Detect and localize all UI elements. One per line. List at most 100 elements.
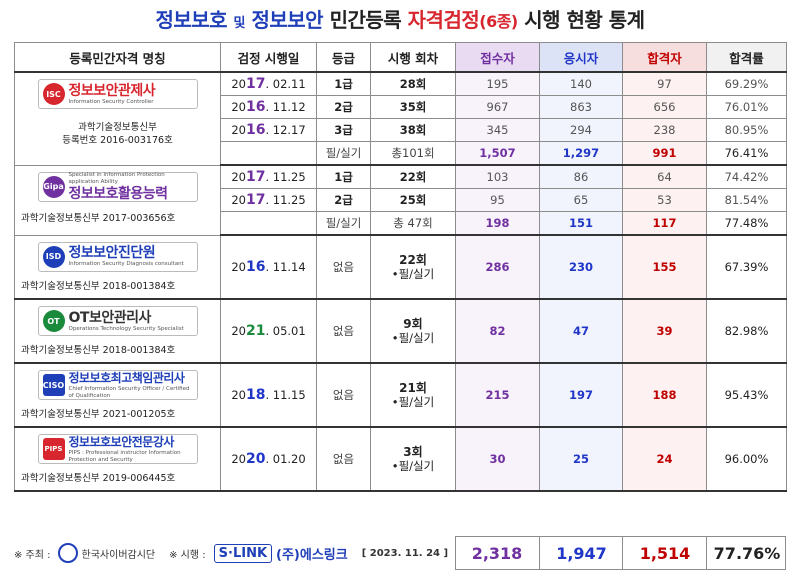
ciso-logo-text: 정보보호최고책임관리사 Chief Information Security Of… — [69, 370, 193, 400]
cert-cell-ot: OT OT보안관리사 Operations Technology Security… — [14, 298, 221, 364]
examinees: 140 — [539, 71, 623, 96]
passers: 238 — [622, 118, 707, 142]
exam-date: 2017. 02.11 — [220, 71, 317, 96]
subtotal-row: 필/실기 총 47회 198 151 117 77.48% — [15, 211, 787, 236]
page-title: 정보보호 및 정보보안 민간등록 자격검정(6종) 시행 현황 통계 — [0, 0, 800, 40]
host-name: 한국사이버감시단 — [81, 549, 156, 561]
date-rest: . 01.20 — [265, 452, 306, 466]
header-rounds: 시행 회차 — [370, 42, 456, 73]
grade: 2급 — [316, 95, 371, 119]
pass-rate-total: 77.48% — [706, 211, 787, 236]
pass-rate: 69.29% — [706, 71, 787, 96]
pips-org: 과학기술정보통신부 2019-006445호 — [21, 473, 176, 484]
grade: 없음 — [316, 362, 371, 428]
rounds-type: •필/실기 — [391, 331, 435, 345]
title-part5: (6종) — [479, 12, 518, 31]
isd-logo-title: 정보보안진단원 — [68, 245, 156, 261]
pass-rate-total: 76.41% — [706, 141, 787, 166]
year-suffix: 17 — [245, 169, 266, 185]
year-suffix: 17 — [245, 192, 266, 208]
year-suffix: 18 — [245, 387, 266, 403]
date-rest: . 11.12 — [265, 100, 306, 114]
rounds-type: •필/실기 — [391, 459, 435, 473]
passers: 53 — [622, 188, 707, 212]
passers-total: 117 — [622, 211, 707, 236]
examinees: 47 — [539, 298, 623, 364]
examinees: 294 — [539, 118, 623, 142]
year-prefix: 20 — [231, 388, 246, 402]
exam-date: 2016. 11.12 — [220, 95, 317, 119]
ciso-logo-title: 정보보호최고책임관리사 — [68, 371, 185, 385]
applicants: 95 — [455, 188, 540, 212]
pips-logo-title: 정보보호보안전문강사 — [68, 435, 175, 449]
year-prefix: 20 — [231, 77, 246, 91]
isc-reg: 등록번호 2016-003176호 — [62, 135, 173, 146]
year-suffix: 16 — [245, 122, 266, 138]
cert-cell-isd: ISD 정보보안진단원 Information Security Diagnosi… — [14, 234, 221, 300]
table-row: CISO 정보보호최고책임관리사 Chief Information Securi… — [14, 362, 787, 428]
slink-logo: S·LINK — [213, 543, 273, 563]
table-row: 2016. 12.17 3급 38회 345 294 238 80.95% — [15, 118, 787, 142]
runner-name: (주)에스링크 — [276, 547, 348, 563]
table-row: 2016. 11.12 2급 35회 967 863 656 76.01% — [15, 95, 787, 119]
ciso-logo: CISO 정보보호최고책임관리사 Chief Information Securi… — [37, 370, 198, 400]
rounds-type: •필/실기 — [391, 267, 435, 281]
examinees: 197 — [539, 362, 623, 428]
examinees: 863 — [539, 95, 623, 119]
ot-logo-title: OT보안관리사 — [68, 309, 152, 326]
ciso-logo-icon: CISO — [42, 374, 65, 396]
year-suffix: 20 — [245, 451, 266, 467]
ot-logo: OT OT보안관리사 Operations Technology Security… — [37, 306, 198, 336]
header-row: 등록민간자격 명칭 검정 시행일 등급 시행 회차 접수자 응시자 합격자 합격… — [14, 42, 787, 73]
year-suffix: 16 — [245, 99, 266, 115]
table-row: PIPS 정보보호보안전문강사 PIPS : Professional instr… — [14, 426, 787, 492]
ot-logo-icon: OT — [42, 310, 65, 332]
applicants: 967 — [455, 95, 540, 119]
host-label: ※ 주최 : — [14, 549, 51, 561]
rounds: 3회 •필/실기 — [370, 426, 456, 492]
grade: 없음 — [316, 426, 371, 492]
date-rest: . 12.17 — [265, 123, 306, 137]
ciso-org: 과학기술정보통신부 2021-001205호 — [21, 409, 176, 420]
year-suffix: 17 — [245, 76, 266, 92]
cert-cell-isc: ISC 정보보안관제사 Information Security Controll… — [14, 71, 221, 166]
passers-total: 991 — [622, 141, 707, 166]
rounds: 9회 •필/실기 — [370, 298, 456, 364]
pass-rate: 80.95% — [706, 118, 787, 142]
rounds-count: 22회 — [399, 253, 427, 267]
date-rest: . 02.11 — [265, 77, 306, 91]
date-rest: . 11.14 — [265, 260, 306, 274]
passers: 155 — [622, 234, 707, 300]
header-pass-rate: 합격률 — [706, 42, 787, 73]
applicants: 286 — [455, 234, 540, 300]
gipa-logo-text: Specialist in Information Protection app… — [69, 172, 193, 202]
gipa-logo-title: 정보보호활용능력 — [68, 185, 169, 202]
grade: 1급 — [316, 164, 371, 189]
header-name: 등록민간자격 명칭 — [14, 42, 221, 73]
applicants: 30 — [455, 426, 540, 492]
year-prefix: 20 — [231, 100, 246, 114]
table-row: ISC 정보보안관제사 Information Security Controll… — [14, 71, 787, 166]
pips-logo-text: 정보보호보안전문강사 PIPS : Professional instructor… — [69, 434, 193, 464]
examinees: 65 — [539, 188, 623, 212]
pass-rate: 82.98% — [706, 298, 787, 364]
grade: 없음 — [316, 234, 371, 300]
passers: 188 — [622, 362, 707, 428]
passers: 64 — [622, 164, 707, 189]
year-prefix: 20 — [231, 452, 246, 466]
rounds-type: •필/실기 — [391, 395, 435, 409]
stats-table: 등록민간자격 명칭 검정 시행일 등급 시행 회차 접수자 응시자 합격자 합격… — [14, 42, 787, 492]
isd-org: 과학기술정보통신부 2018-001384호 — [21, 280, 176, 292]
rounds: 28회 — [370, 71, 456, 96]
year-suffix: 21 — [245, 323, 266, 339]
examinees-total: 1,297 — [539, 141, 623, 166]
pass-rate: 67.39% — [706, 234, 787, 300]
isd-logo: ISD 정보보안진단원 Information Security Diagnosi… — [37, 241, 198, 272]
rounds: 25회 — [370, 188, 456, 212]
year-prefix: 20 — [231, 324, 246, 338]
pips-logo-icon: PIPS — [42, 438, 65, 460]
passers: 656 — [622, 95, 707, 119]
table-row: Gipa Specialist in Information Protectio… — [14, 164, 787, 236]
date-rest: . 11.25 — [265, 170, 306, 184]
isc-logo: ISC 정보보안관제사 Information Security Controll… — [37, 79, 198, 109]
